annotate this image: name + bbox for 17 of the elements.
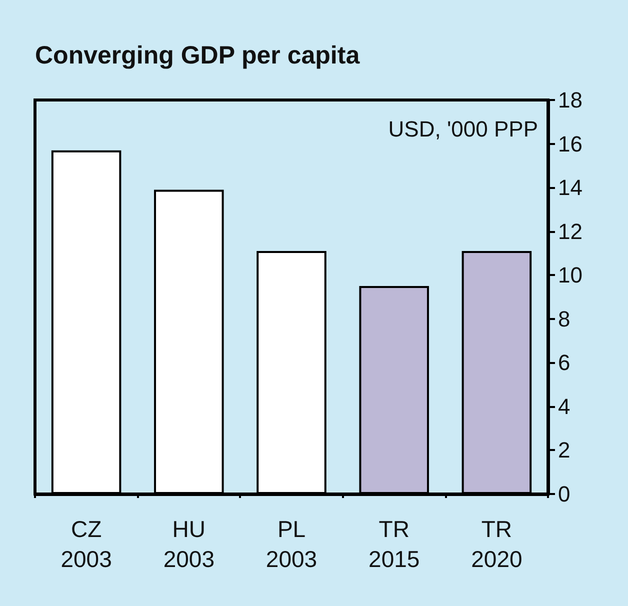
- x-tick-label: TR 2015: [368, 516, 420, 572]
- y-tick-label: 14: [558, 175, 582, 200]
- y-tick-label: 2: [558, 438, 570, 463]
- x-tick-label: HU 2003: [163, 516, 214, 572]
- y-tick-label: 8: [558, 306, 570, 332]
- chart-title: Converging GDP per capita: [35, 42, 361, 70]
- y-tick-label: 4: [558, 394, 570, 419]
- x-tick-label: TR 2020: [471, 516, 522, 572]
- y-tick-label: 12: [558, 218, 582, 244]
- y-tick-label: 0: [558, 482, 570, 506]
- x-tick-label: PL 2003: [266, 516, 318, 572]
- annotation: USD, '000 PPP: [388, 116, 538, 142]
- y-tick-label: 16: [558, 131, 582, 156]
- y-tick-label: 6: [558, 350, 570, 376]
- x-tick-label: CZ 2003: [60, 516, 112, 572]
- y-tick-label: 10: [558, 262, 582, 288]
- y-tick-label: 18: [558, 88, 582, 112]
